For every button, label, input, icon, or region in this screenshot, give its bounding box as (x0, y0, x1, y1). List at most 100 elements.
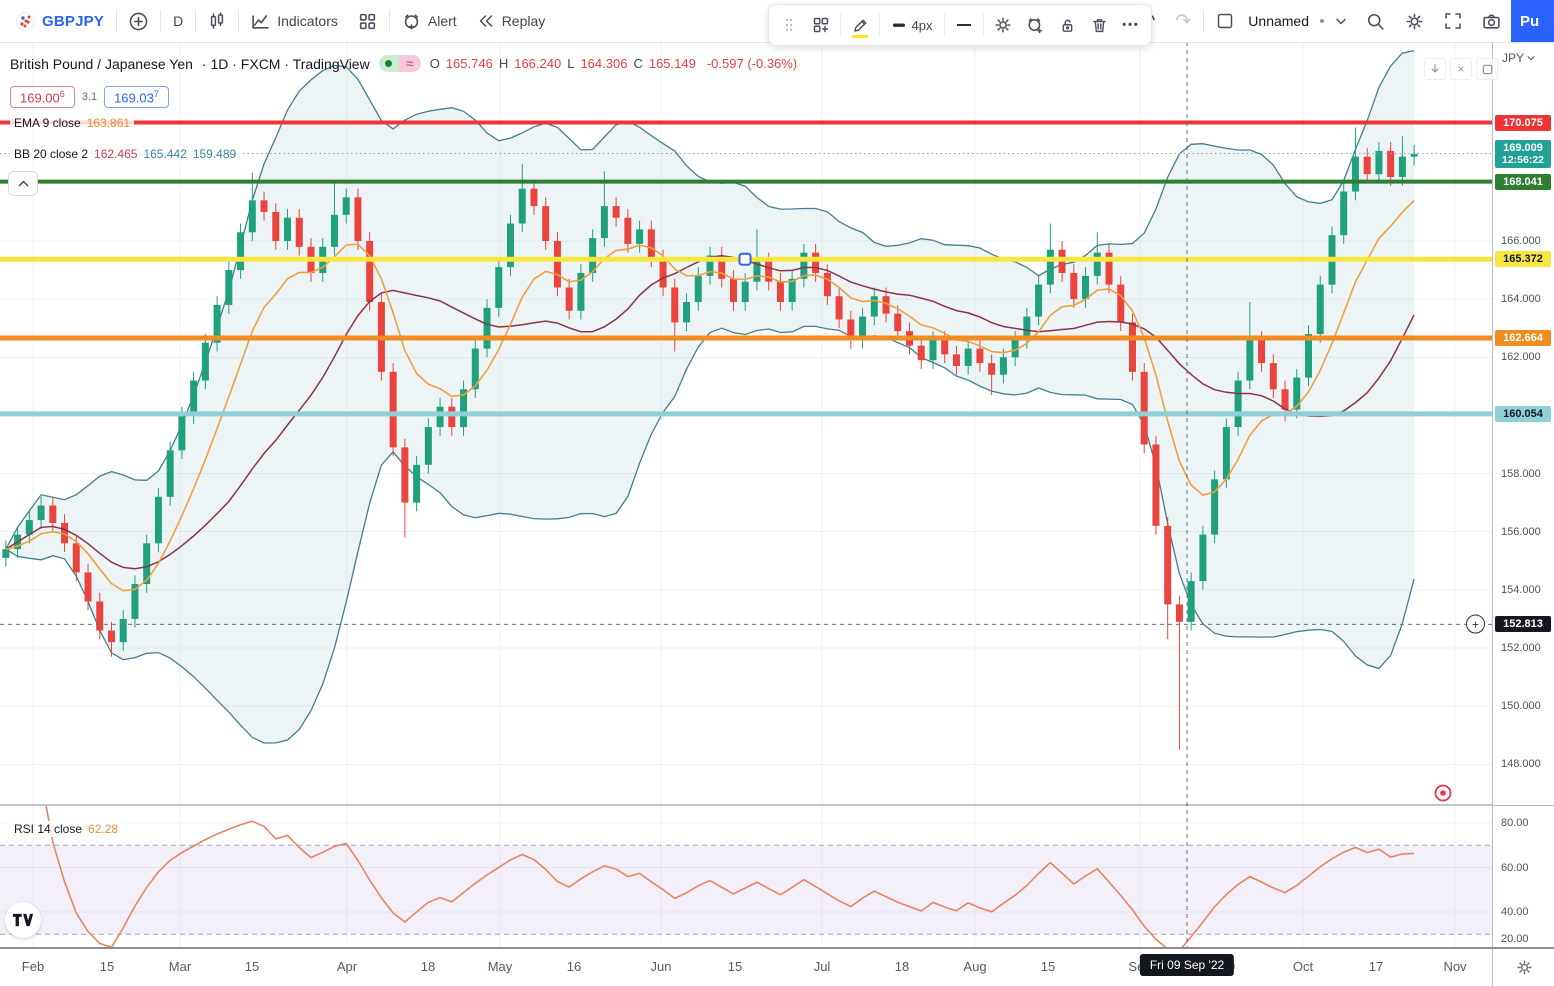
price-tick: 154.000 (1501, 583, 1541, 596)
drawing-anchor-handle[interactable] (738, 252, 752, 266)
price-scale[interactable]: JPY 166.000 164.000 162.000 158.000 156.000 1… (1492, 42, 1554, 947)
search-button[interactable] (1356, 6, 1395, 36)
candle (389, 371, 397, 448)
candle (741, 281, 749, 303)
candle (460, 389, 468, 428)
crosshair-add-alert-button[interactable]: + (1466, 614, 1485, 634)
indicators-button[interactable]: Indicators (241, 6, 348, 36)
replay-button[interactable]: Replay (467, 6, 556, 36)
indicator-templates-button[interactable] (348, 6, 387, 36)
line-width-button[interactable]: 4px (883, 9, 941, 41)
timeframe-label: D (173, 13, 184, 29)
pane-close-button[interactable]: × (1450, 58, 1472, 80)
rsi-legend[interactable]: RSI 14 close 62.28 (10, 821, 123, 837)
time-tick: 15 (99, 959, 115, 974)
rsi-value: 62.28 (88, 822, 119, 836)
delete-button[interactable] (1083, 9, 1115, 41)
candle (1316, 284, 1324, 335)
candle (201, 342, 209, 381)
candle (131, 584, 139, 619)
time-tick: Feb (21, 959, 45, 974)
axis-settings-corner[interactable] (1492, 949, 1554, 986)
alert-button[interactable]: Alert (392, 6, 467, 36)
candle (506, 223, 514, 268)
settings-button[interactable] (1395, 6, 1434, 36)
candle (260, 200, 268, 212)
legend-collapse-button[interactable] (8, 171, 38, 196)
timeframe-button[interactable]: D (163, 6, 193, 36)
price-scale-currency[interactable]: JPY (1502, 51, 1535, 65)
candle (612, 206, 620, 218)
low-value: 164.306 (580, 56, 628, 71)
symbol-button[interactable]: GBPJPY (6, 6, 114, 36)
chart-style-button[interactable] (198, 6, 236, 36)
change-value: -0.597 (-0.36%) (706, 56, 798, 71)
data-ok-icon (378, 55, 399, 72)
replay-label: Replay (501, 13, 546, 29)
rsi-label: RSI 14 close (14, 822, 83, 836)
drawing-settings-button[interactable] (987, 9, 1019, 41)
open-value: 165.746 (445, 56, 493, 71)
candle (1269, 363, 1277, 390)
sell-price-sup: 6 (59, 89, 65, 99)
bb-legend[interactable]: BB 20 close 2 162.465 165.442 159.489 (10, 146, 241, 162)
candle (1187, 581, 1195, 622)
candle (683, 302, 691, 323)
fullscreen-button[interactable] (1434, 6, 1472, 36)
candle (330, 214, 338, 247)
time-axis[interactable]: Feb15Mar15Apr18May16Jun15Jul18Aug15Sep19… (0, 947, 1554, 986)
time-tick: Jul (813, 959, 831, 974)
candle (765, 261, 773, 282)
candle (917, 345, 925, 361)
price-chart-svg[interactable] (0, 42, 1492, 947)
candle (565, 287, 573, 311)
line-style-button[interactable] (948, 9, 980, 41)
color-pencil-button[interactable] (844, 9, 876, 41)
pane-maximize-button[interactable] (1476, 58, 1498, 80)
candle (1340, 191, 1348, 236)
redo-button[interactable]: ↷ (1165, 6, 1201, 36)
publish-button[interactable]: Pu (1511, 0, 1554, 42)
ema-legend[interactable]: EMA 9 close 163.861 (10, 115, 135, 131)
unlock-icon (1059, 17, 1076, 34)
candle (72, 543, 80, 573)
candle (929, 339, 937, 361)
candle (1164, 525, 1172, 605)
candle (1234, 380, 1242, 428)
time-tick: Jun (650, 959, 672, 974)
buy-price-button[interactable]: 169.037 (104, 86, 169, 109)
candle (401, 447, 409, 503)
price-tick: 164.000 (1501, 293, 1541, 306)
chart-canvas[interactable] (0, 42, 1492, 947)
divider (1203, 10, 1205, 32)
candle (166, 450, 174, 497)
template-add-button[interactable] (805, 9, 837, 41)
sell-price-button[interactable]: 169.006 (10, 86, 75, 109)
scroll-to-recent-button[interactable] (1424, 58, 1446, 80)
chevron-down-icon (1336, 18, 1346, 25)
candle (870, 296, 878, 317)
divider (879, 13, 880, 37)
lock-button[interactable] (1051, 9, 1083, 41)
more-options-button[interactable]: ••• (1115, 9, 1147, 41)
candle (812, 252, 820, 273)
gear-icon (1516, 959, 1533, 976)
layout-button[interactable]: Unnamed (1206, 6, 1356, 36)
ohlc-values: O 165.746 H 166.240 L 164.306 C 165.149 (430, 56, 696, 71)
chart-area[interactable]: British Pound / Japanese Yen · 1D · FXCM… (0, 42, 1554, 986)
tradingview-logo[interactable] (5, 902, 41, 938)
divider (195, 10, 197, 32)
drawing-alert-button[interactable] (1019, 9, 1051, 41)
high-value: 166.240 (514, 56, 562, 71)
candle (1293, 377, 1301, 410)
price-level-badge: 162.664 (1495, 329, 1551, 346)
drag-handle[interactable] (773, 9, 805, 41)
price-tick: 156.000 (1501, 525, 1541, 538)
alarm-clock-add-icon (1026, 16, 1044, 34)
price-level-badge: 170.075 (1495, 114, 1551, 131)
snapshot-button[interactable] (1472, 6, 1511, 36)
candle (1128, 322, 1136, 372)
rsi-tick: 60.00 (1501, 861, 1529, 874)
symbol-add-button[interactable] (119, 6, 158, 36)
market-status-pill[interactable]: ≈ (378, 55, 421, 72)
